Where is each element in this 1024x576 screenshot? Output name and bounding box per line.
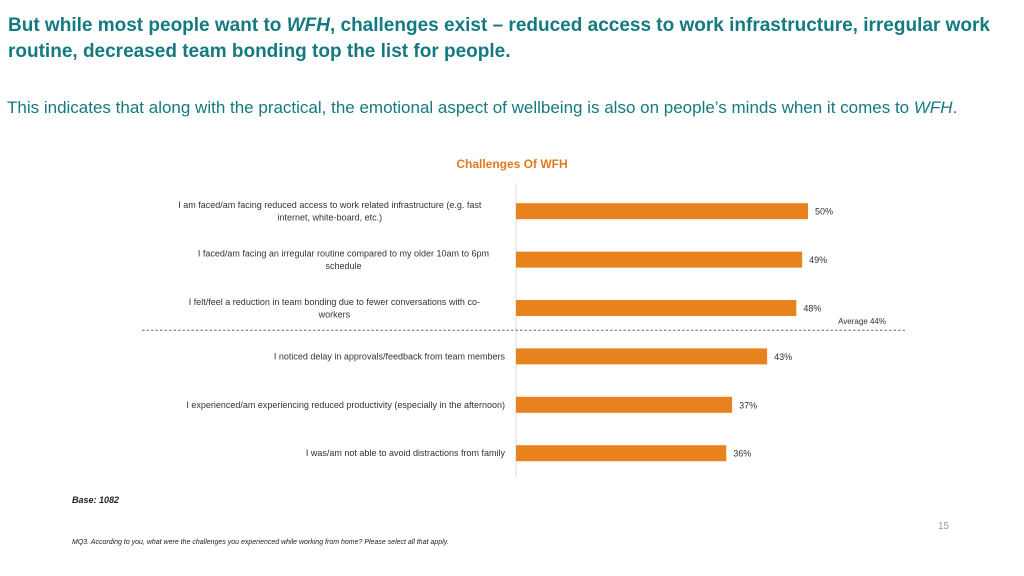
slide-subtitle-emphasis: WFH	[913, 98, 953, 117]
data-label: 49%	[809, 255, 827, 265]
chart-title: Challenges Of WFH	[456, 157, 568, 171]
category-label: I am faced/am facing reduced access to w…	[178, 200, 482, 223]
data-label: 43%	[774, 352, 792, 362]
slide-title-emphasis: WFH	[286, 15, 330, 36]
slide-subtitle: This indicates that along with the pract…	[7, 98, 958, 117]
category-label: I noticed delay in approvals/feedback fr…	[274, 351, 506, 361]
bar	[516, 348, 768, 365]
footnote: MQ3. According to you, what were the cha…	[72, 539, 449, 546]
slide-title: But while most people want to WFH, chall…	[8, 15, 990, 62]
data-label: 50%	[815, 207, 833, 217]
bar	[516, 300, 797, 316]
average-label: Average 44%	[838, 317, 886, 326]
category-label: I experienced/am experiencing reduced pr…	[186, 400, 505, 410]
data-label: 37%	[739, 400, 757, 410]
bar	[516, 445, 727, 462]
data-label: 48%	[803, 304, 821, 314]
bar	[516, 203, 808, 220]
bar	[516, 251, 803, 268]
category-label: I faced/am facing an irregular routine c…	[198, 248, 489, 271]
data-label: 36%	[733, 449, 751, 459]
category-label: I felt/feel a reduction in team bonding …	[189, 297, 480, 320]
page-number: 15	[938, 521, 950, 532]
bar	[516, 396, 733, 413]
category-label: I was/am not able to avoid distractions …	[306, 448, 506, 458]
base-note: Base: 1082	[72, 495, 120, 505]
